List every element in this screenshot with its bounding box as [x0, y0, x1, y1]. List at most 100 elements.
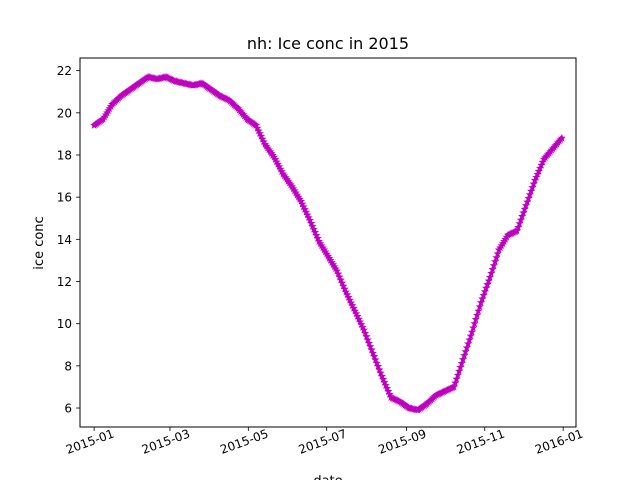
- data-point-marker: [456, 363, 465, 371]
- data-point-marker: [520, 205, 529, 213]
- data-point-marker: [485, 273, 494, 281]
- data-point-marker: [557, 133, 566, 142]
- data-point-marker: [527, 186, 536, 195]
- data-point-marker: [375, 365, 384, 374]
- data-point-marker: [455, 367, 464, 375]
- data-point-marker: [239, 110, 248, 119]
- data-point-marker: [308, 222, 317, 230]
- data-point-marker: [228, 99, 237, 108]
- data-point-marker: [254, 126, 263, 135]
- data-point-marker: [271, 155, 280, 163]
- data-point-marker: [262, 142, 271, 150]
- data-point-marker: [326, 256, 335, 264]
- data-point-marker: [514, 223, 523, 231]
- data-point-marker: [237, 108, 246, 117]
- data-point-marker: [374, 362, 383, 370]
- x-axis-label: date: [313, 474, 342, 480]
- data-point-marker: [483, 280, 492, 288]
- data-point-marker: [474, 306, 483, 315]
- data-point-marker: [362, 332, 371, 341]
- data-point-marker: [461, 347, 470, 356]
- series-layer: [90, 72, 566, 414]
- data-point-marker: [352, 309, 361, 318]
- data-point-marker: [466, 331, 475, 340]
- data-point-marker: [340, 284, 349, 293]
- data-point-marker: [315, 237, 323, 245]
- data-point-marker: [236, 107, 245, 116]
- data-point-marker: [488, 265, 497, 273]
- data-point-marker: [261, 140, 270, 148]
- data-point-marker: [523, 197, 532, 206]
- data-point-marker: [294, 192, 303, 201]
- data-point-marker: [376, 368, 385, 377]
- data-point-marker: [525, 190, 534, 199]
- data-point-marker: [451, 378, 460, 387]
- data-point-marker: [521, 201, 530, 209]
- data-point-marker: [476, 298, 485, 306]
- data-point-marker: [322, 249, 331, 258]
- data-point-marker: [331, 264, 340, 273]
- y-tick-label: 22: [57, 64, 72, 78]
- data-point-marker: [264, 145, 273, 154]
- data-point-marker: [343, 290, 352, 299]
- y-tick-label: 8: [64, 359, 72, 373]
- data-point-marker: [480, 287, 489, 296]
- data-point-marker: [338, 278, 347, 287]
- data-point-marker: [359, 325, 368, 334]
- data-point-marker: [240, 111, 249, 120]
- data-point-marker: [367, 345, 376, 354]
- data-point-marker: [335, 272, 344, 281]
- data-point-marker: [253, 123, 262, 132]
- data-point-marker: [235, 105, 244, 114]
- data-point-marker: [347, 298, 356, 307]
- data-point-marker: [324, 252, 332, 260]
- data-point-marker: [259, 137, 268, 146]
- data-point-marker: [306, 216, 314, 224]
- data-point-marker: [366, 342, 375, 350]
- data-point-marker: [230, 100, 239, 109]
- data-point-marker: [284, 177, 293, 185]
- data-point-marker: [317, 241, 326, 250]
- data-point-marker: [295, 195, 304, 203]
- data-point-marker: [320, 245, 329, 254]
- data-point-marker: [300, 205, 309, 213]
- data-point-marker: [470, 319, 479, 328]
- data-point-marker: [493, 249, 502, 258]
- data-point-marker: [241, 113, 250, 122]
- data-point-marker: [512, 226, 521, 235]
- y-tick-label: 18: [57, 148, 72, 162]
- data-point-marker: [361, 329, 370, 337]
- data-point-marker: [478, 294, 487, 303]
- data-point-marker: [449, 382, 458, 391]
- data-point-marker: [479, 291, 488, 299]
- data-point-marker: [370, 352, 379, 360]
- data-point-marker: [286, 180, 295, 189]
- data-point-marker: [297, 197, 306, 205]
- data-point-marker: [226, 97, 235, 105]
- data-point-marker: [325, 254, 334, 262]
- data-point-marker: [489, 261, 498, 269]
- y-tick-label: 6: [64, 402, 72, 416]
- data-point-marker: [280, 171, 289, 180]
- data-point-marker: [312, 231, 321, 239]
- data-point-marker: [273, 160, 282, 168]
- data-point-marker: [475, 302, 484, 311]
- data-point-marker: [464, 339, 473, 348]
- data-point-marker: [457, 359, 466, 367]
- data-point-marker: [528, 183, 537, 191]
- data-point-marker: [321, 247, 330, 256]
- data-point-marker: [491, 257, 500, 266]
- data-point-marker: [266, 147, 275, 156]
- data-point-marker: [255, 129, 264, 138]
- data-point-marker: [371, 355, 380, 364]
- data-point-marker: [227, 98, 236, 106]
- data-point-marker: [482, 283, 491, 292]
- data-point-marker: [263, 143, 272, 152]
- data-point-marker: [518, 212, 527, 220]
- data-point-marker: [303, 210, 312, 219]
- data-point-marker: [344, 293, 353, 301]
- data-point-marker: [384, 387, 393, 395]
- data-point-marker: [453, 370, 462, 379]
- data-point-marker: [289, 184, 298, 193]
